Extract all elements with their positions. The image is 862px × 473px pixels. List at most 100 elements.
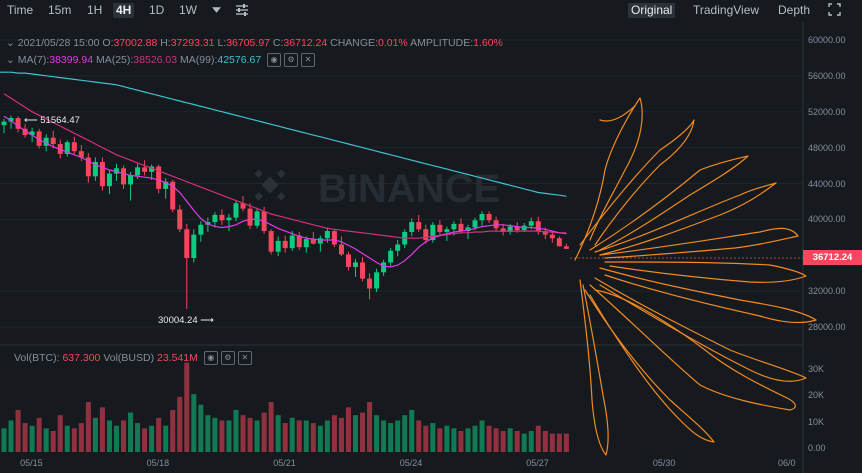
candle-body: [268, 231, 274, 252]
interval-1h[interactable]: 1H: [87, 3, 103, 17]
price-axis-label: 56000.00: [808, 70, 846, 81]
volume-bar: [163, 425, 169, 452]
candle-body: [324, 231, 330, 239]
volume-info: Vol(BTC): 637.300 Vol(BUSD) 23.541M ◉ ⚙ ✕: [14, 351, 252, 365]
volume-bar: [64, 425, 70, 452]
interval-1w[interactable]: 1W: [179, 3, 197, 17]
view-depth[interactable]: Depth: [778, 3, 811, 17]
collapse-icon[interactable]: ⌄: [6, 53, 15, 66]
close-label: C:: [272, 37, 284, 49]
candle-body: [507, 226, 513, 232]
volume-bar: [486, 425, 492, 452]
ma7-label: MA(7):: [17, 53, 50, 66]
candle-body: [430, 224, 436, 241]
vol-btc-value: 637.300: [62, 351, 101, 364]
candle-body: [317, 238, 323, 244]
sliders-icon[interactable]: [235, 3, 249, 21]
volume-bar: [451, 428, 457, 452]
eye-icon[interactable]: ◉: [203, 351, 218, 365]
arrow-right-icon: ⟶: [200, 315, 214, 326]
ma99-value: 42576.67: [217, 53, 262, 66]
ma25-value: 38526.03: [133, 53, 178, 66]
volume-bar: [402, 415, 408, 452]
price-axis-label: 40000.00: [808, 214, 846, 225]
candle-body: [542, 231, 548, 235]
candle-body: [156, 166, 162, 189]
candle-body: [254, 211, 260, 226]
high-value: 51564.47: [40, 115, 80, 126]
date-axis-label: 05/21: [273, 458, 296, 468]
view-tradingview[interactable]: TradingView: [693, 3, 760, 17]
volume-bar: [500, 430, 506, 452]
collapse-icon[interactable]: ⌄: [6, 37, 15, 49]
view-original[interactable]: Original: [628, 3, 676, 18]
candle-body: [184, 229, 190, 258]
volume-bar: [395, 420, 401, 452]
candle-body: [282, 240, 288, 249]
low-value-info: 36705.97: [226, 37, 270, 49]
close-icon[interactable]: ✕: [301, 53, 316, 67]
low-label: L:: [217, 37, 227, 49]
price-axis-label: 52000.00: [808, 106, 846, 117]
volume-bar: [444, 425, 450, 452]
candle-body: [472, 220, 478, 228]
volume-bar: [99, 407, 105, 452]
candle-body: [219, 214, 225, 221]
volume-bar: [465, 428, 471, 452]
candle-body: [514, 226, 520, 231]
candle-body: [8, 118, 14, 122]
ma-info: ⌄ MA(7):38399.94 MA(25):38526.03 MA(99):…: [6, 53, 316, 67]
candle-body: [310, 239, 316, 244]
interval-1d[interactable]: 1D: [149, 3, 165, 17]
vol-busd-value: 23.541M: [157, 351, 198, 364]
interval-4h[interactable]: 4H: [113, 3, 135, 18]
candle-body: [240, 203, 246, 209]
volume-bar: [374, 415, 380, 452]
volume-bar: [212, 417, 218, 452]
volume-bar: [296, 420, 302, 452]
candle-body: [226, 217, 232, 221]
ma7-line: [3, 115, 567, 268]
volume-bar: [528, 430, 534, 452]
volume-bar: [479, 420, 485, 452]
volume-bar: [106, 420, 112, 452]
candle-body: [296, 235, 302, 248]
candle-date: 2021/05/28 15:00: [17, 37, 100, 49]
eye-icon[interactable]: ◉: [267, 53, 282, 67]
volume-bar: [247, 417, 253, 452]
volume-bar: [507, 428, 513, 452]
close-icon[interactable]: ✕: [237, 351, 252, 365]
interval-time[interactable]: Time: [7, 3, 34, 17]
candle-body: [36, 131, 42, 146]
ohlc-info: ⌄ 2021/05/28 15:00 O:37002.88 H:37293.31…: [6, 37, 503, 50]
expand-icon[interactable]: [828, 3, 841, 20]
candle-body: [409, 222, 415, 232]
volume-bar: [57, 415, 63, 452]
volume-bar: [324, 420, 330, 452]
candle-body: [177, 209, 183, 230]
candle-body: [142, 167, 148, 172]
candle-body: [388, 250, 394, 263]
volume-bar: [556, 433, 562, 452]
volume-bar: [416, 420, 422, 452]
candle-body: [1, 121, 7, 126]
gear-icon[interactable]: ⚙: [284, 53, 299, 67]
volume-bar: [542, 430, 548, 452]
volume-bar: [563, 433, 569, 452]
interval-15m[interactable]: 15m: [48, 3, 72, 17]
volume-bar: [113, 425, 119, 452]
volume-bar: [71, 428, 77, 452]
caret-down-icon[interactable]: [211, 4, 222, 19]
candle-body: [345, 254, 351, 267]
amplitude-value: 1.60%: [473, 37, 503, 49]
volume-bar: [8, 420, 14, 452]
high-annotation: ⟵ 51564.47: [24, 115, 80, 126]
high-value-info: 37293.31: [170, 37, 215, 49]
date-axis-label: 05/30: [652, 458, 676, 468]
freehand-drawing[interactable]: [574, 97, 817, 456]
ma7-value: 38399.94: [49, 53, 94, 66]
volume-bar: [128, 412, 134, 452]
gear-icon[interactable]: ⚙: [220, 351, 235, 365]
volume-bar: [353, 415, 358, 452]
